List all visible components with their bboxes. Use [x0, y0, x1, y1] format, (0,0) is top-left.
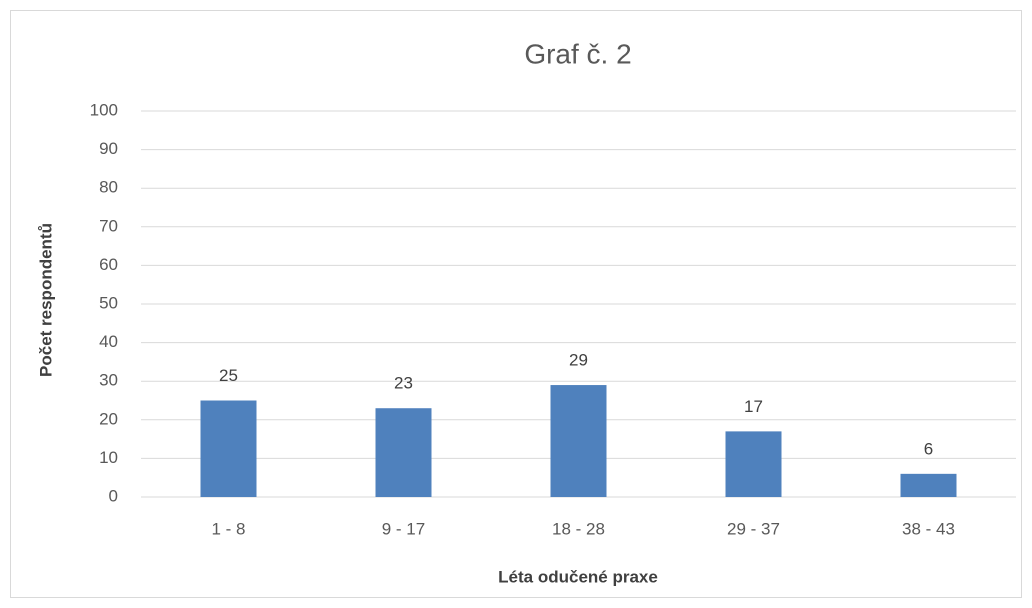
y-tick-label: 80	[99, 178, 118, 197]
bar	[900, 473, 957, 497]
y-tick-label: 30	[99, 371, 118, 390]
y-tick-label: 60	[99, 255, 118, 274]
y-tick-label: 90	[99, 139, 118, 158]
x-tick-label: 29 - 37	[727, 519, 780, 538]
y-tick-label: 50	[99, 293, 118, 312]
data-label: 17	[744, 397, 763, 416]
x-axis-title: Léta odučené praxe	[498, 567, 658, 586]
x-tick-label: 1 - 8	[211, 519, 245, 538]
data-label: 29	[569, 351, 588, 370]
bar	[375, 408, 432, 497]
y-tick-label: 70	[99, 216, 118, 235]
y-tick-label: 100	[90, 100, 118, 119]
bar	[200, 400, 257, 497]
y-axis-title: Počet respondentů	[36, 223, 55, 377]
y-tick-label: 0	[109, 486, 118, 505]
y-tick-label: 10	[99, 448, 118, 467]
data-label: 23	[394, 374, 413, 393]
x-tick-label: 38 - 43	[902, 519, 955, 538]
x-tick-label: 9 - 17	[382, 519, 425, 538]
y-tick-label: 20	[99, 409, 118, 428]
chart-title: Graf č. 2	[524, 38, 631, 69]
bar	[725, 431, 782, 497]
data-label: 6	[924, 439, 933, 458]
y-tick-label: 40	[99, 332, 118, 351]
bar	[550, 385, 607, 497]
data-label: 25	[219, 366, 238, 385]
x-tick-label: 18 - 28	[552, 519, 605, 538]
